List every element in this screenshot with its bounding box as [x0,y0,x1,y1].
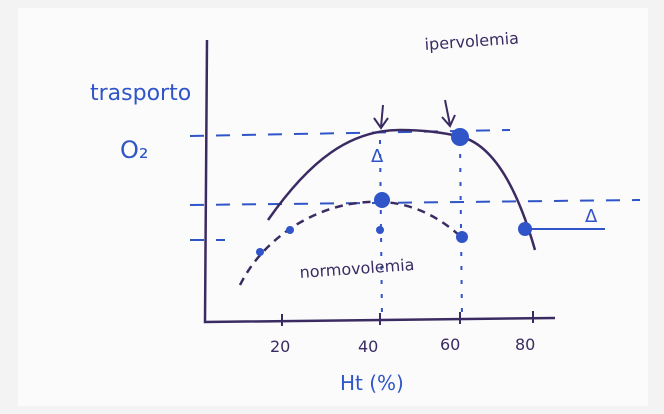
y-label: trasporto [90,81,191,106]
paper [18,8,648,406]
x-tick-label: 40 [358,337,378,356]
x-tick-label: 20 [270,337,290,356]
delta: Δ [585,206,598,227]
diagram: trasporto O₂ ipervolemia normovolemia Δ … [0,0,664,414]
x-label: Ht (%) [340,371,404,395]
x-tick-label: 60 [440,335,460,354]
y-label-sub: O₂ [120,136,149,164]
delta: Δ [371,146,384,167]
x-tick-label: 80 [515,335,535,354]
